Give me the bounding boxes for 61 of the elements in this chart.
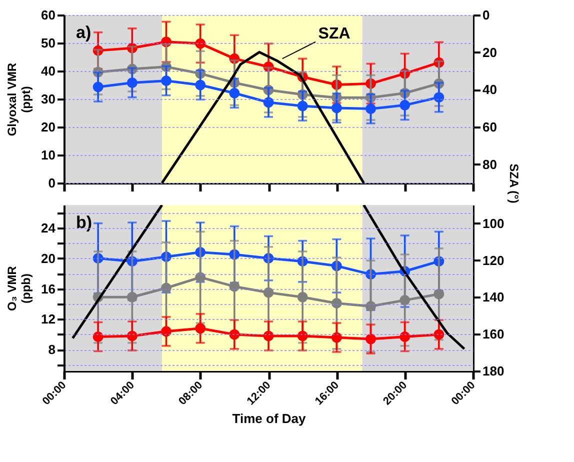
y-axis-title: Glyoxal VMR (ppt) <box>5 62 34 136</box>
y-tick-label: 12 <box>41 312 56 327</box>
point <box>400 332 410 342</box>
point <box>195 272 206 283</box>
y2-tick-label: 120 <box>482 252 504 268</box>
y2-tick-label: 140 <box>482 290 504 305</box>
point <box>366 104 376 114</box>
point <box>331 332 342 343</box>
point <box>297 100 308 112</box>
y2-axis-title: SZA (°) <box>506 164 521 204</box>
y-tick-label: 10 <box>41 148 56 162</box>
point <box>229 88 240 98</box>
y-tick-label: 20 <box>41 120 56 134</box>
x-axis-title: Time of Day <box>232 410 306 426</box>
y2-tick-label: 160 <box>482 326 504 342</box>
point <box>366 301 376 312</box>
point <box>126 292 138 302</box>
y-tick-label: 40 <box>41 64 56 78</box>
y2-tick-label: 100 <box>482 216 504 231</box>
point <box>434 329 444 340</box>
point <box>126 330 138 342</box>
point <box>434 288 444 300</box>
y2-tick-label: 60 <box>482 120 497 134</box>
y2-tick-label: 0 <box>482 8 490 22</box>
point <box>263 330 274 342</box>
point <box>161 282 172 294</box>
point <box>297 330 308 342</box>
point <box>229 329 240 340</box>
y-tick-label: 16 <box>41 281 56 296</box>
point <box>161 76 172 86</box>
y-tick-label: 8 <box>48 342 56 358</box>
y-tick-label: 50 <box>41 36 56 50</box>
annotation: a) <box>76 23 92 42</box>
point <box>297 292 308 302</box>
point <box>92 332 104 342</box>
point <box>331 102 342 114</box>
point <box>195 80 206 90</box>
y2-tick-label: 180 <box>482 364 504 378</box>
point <box>331 298 342 308</box>
point <box>263 97 274 108</box>
point <box>434 92 444 103</box>
point <box>92 82 104 92</box>
point <box>400 100 410 110</box>
annotation: b) <box>76 213 92 232</box>
point <box>126 78 138 88</box>
y2-tick-label: 40 <box>482 82 497 98</box>
point <box>229 281 240 292</box>
point <box>195 323 206 334</box>
text: SZA <box>318 25 351 42</box>
point <box>400 294 410 306</box>
y2-tick-label: 20 <box>482 44 497 60</box>
point <box>161 326 172 337</box>
point <box>263 287 274 298</box>
y-tick-label: 20 <box>41 250 56 266</box>
point <box>366 334 376 344</box>
y-tick-label: 24 <box>41 220 56 236</box>
y-axis-title: O₃ VMR (ppb) <box>5 266 34 311</box>
y2-tick-label: 80 <box>482 156 497 172</box>
y-tick-label: 30 <box>41 92 56 106</box>
y-tick-label: 0 <box>48 176 56 190</box>
y-tick-label: 60 <box>41 8 56 22</box>
